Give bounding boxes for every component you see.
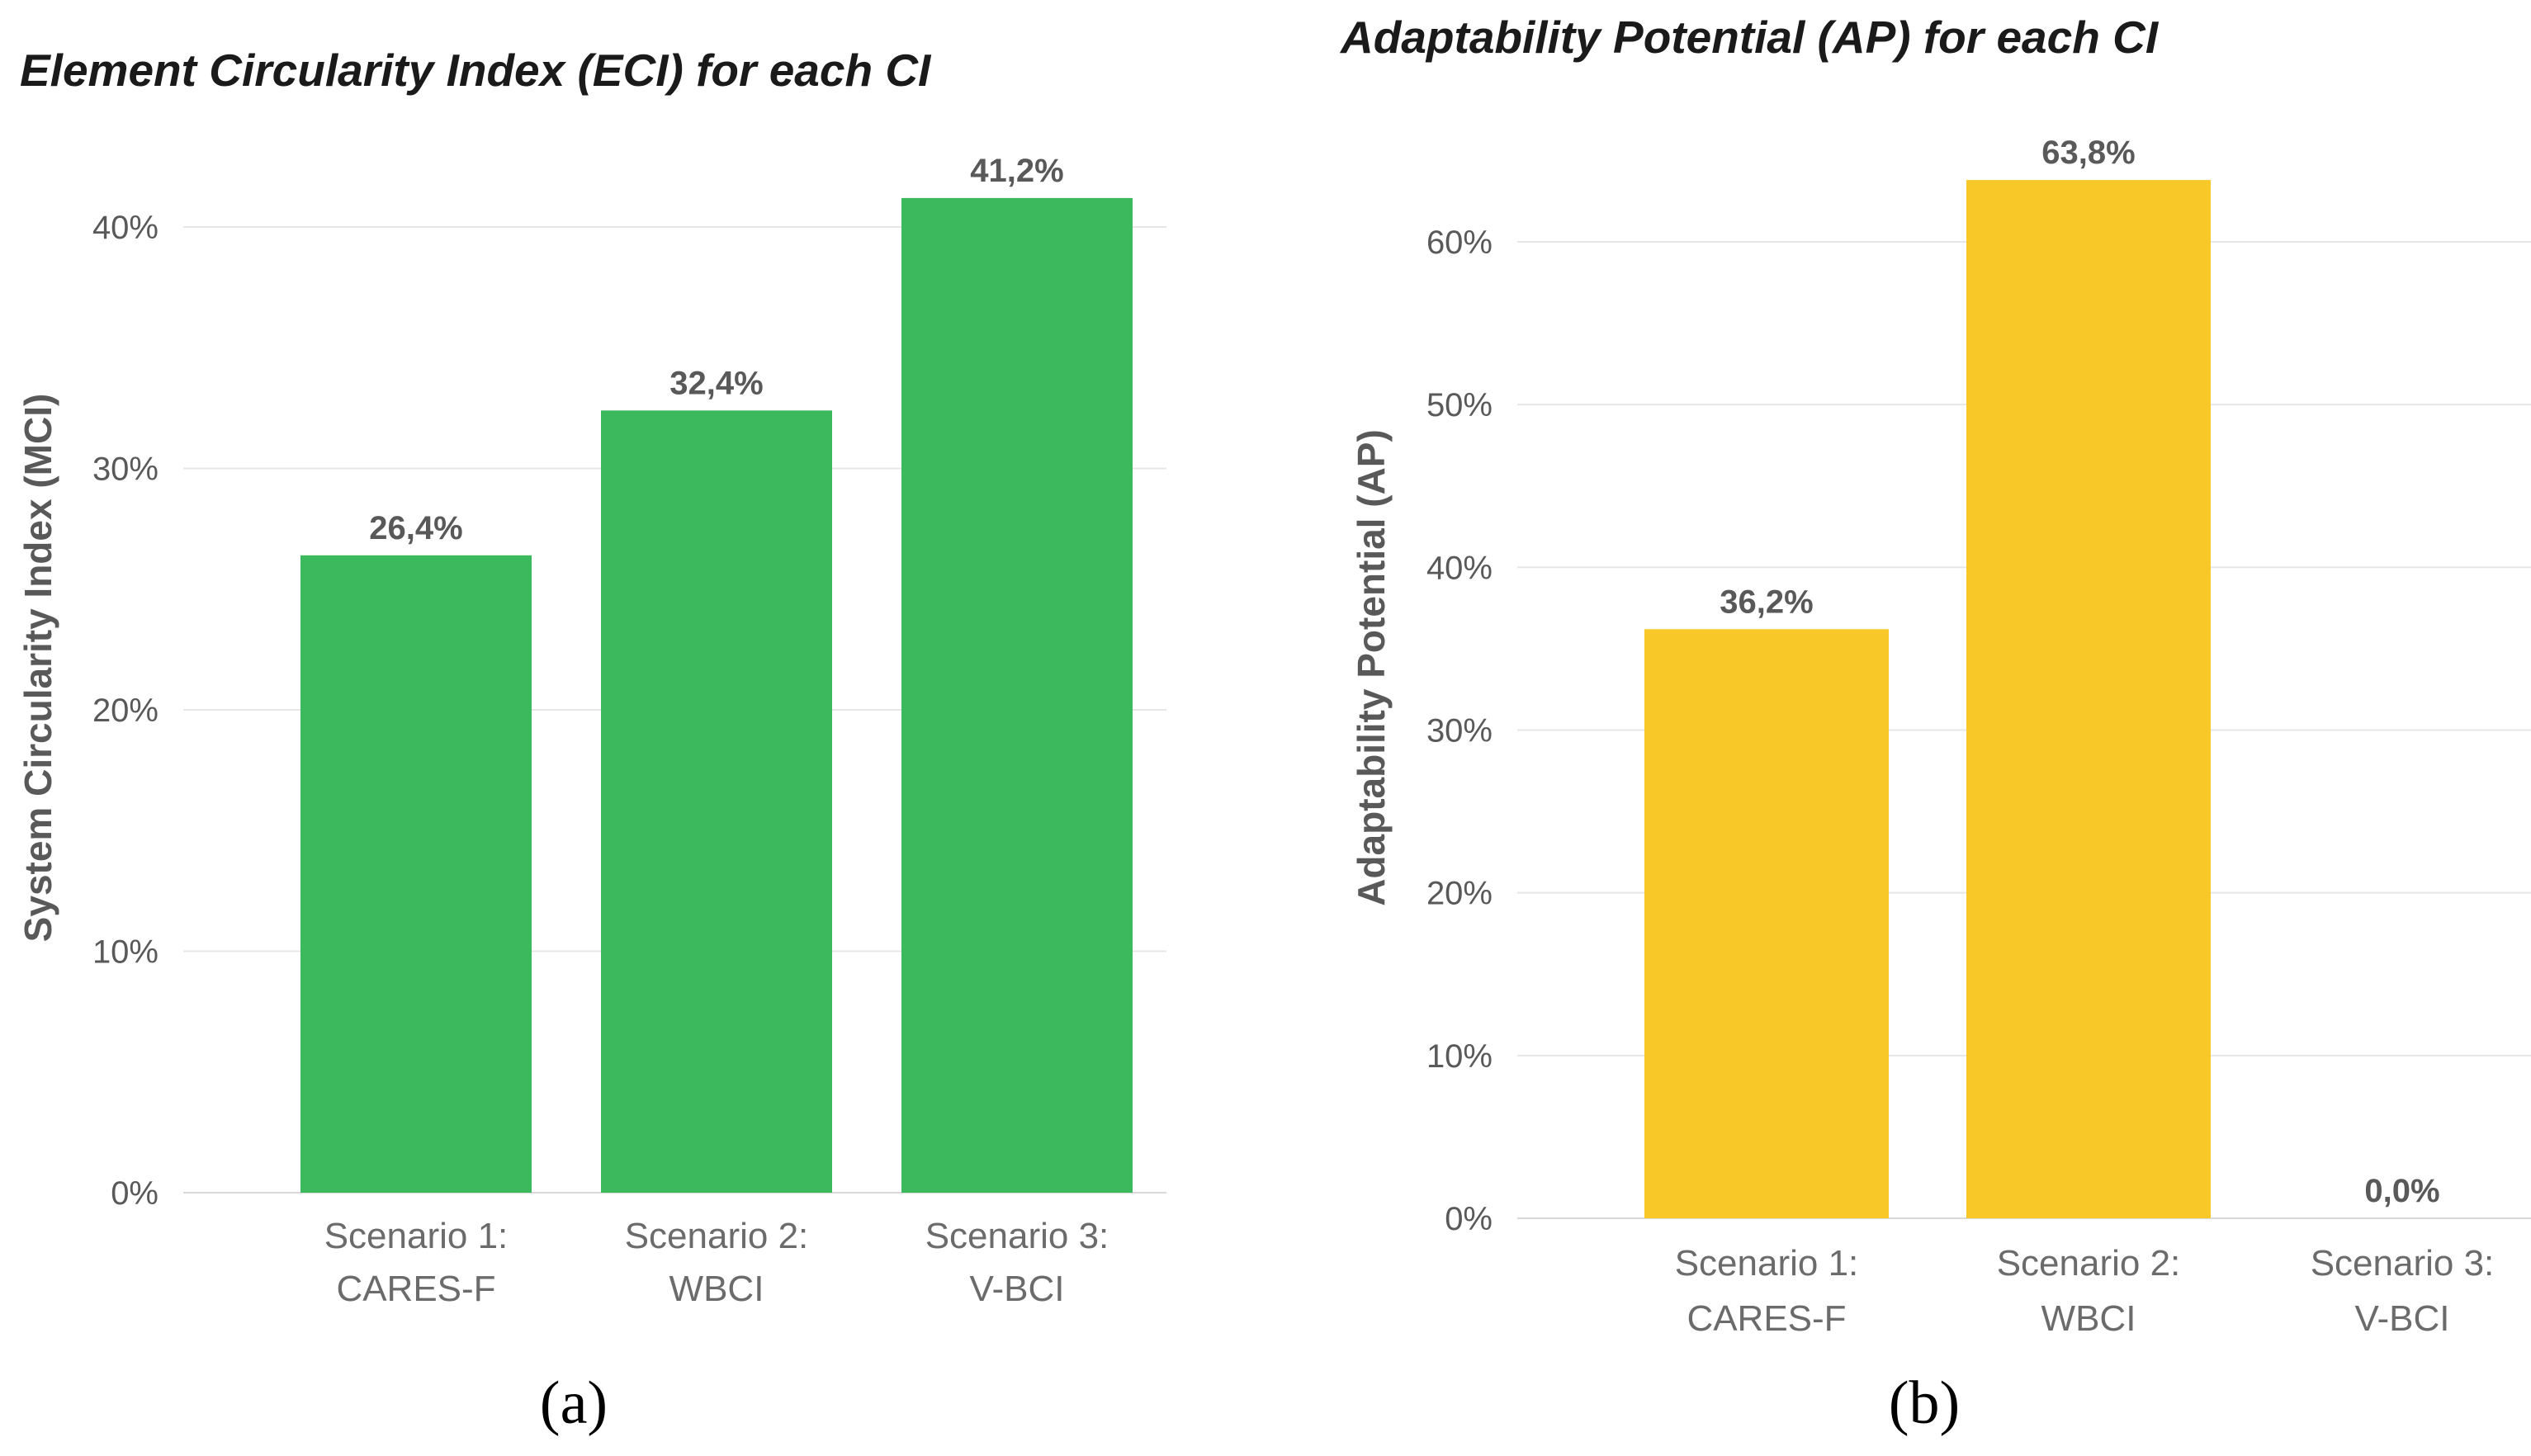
ap-y-tick-label: 30% [1426,713,1493,749]
eci-x-tick-label: Scenario 2: [625,1216,809,1256]
eci-data-label: 26,4% [369,510,462,546]
chart-eci-y-ticks: 0% 10% 20% 30% 40% [92,210,158,1212]
eci-x-tick-label: Scenario 1: [324,1216,509,1256]
chart-ap-bars [1644,180,2211,1218]
eci-x-tick-label: WBCI [669,1269,764,1309]
chart-eci-x-ticks: Scenario 1: CARES-F Scenario 2: WBCI Scenari… [324,1216,1109,1309]
eci-data-label: 32,4% [669,365,763,401]
eci-x-tick-label: V-BCI [970,1269,1065,1309]
ap-x-tick-label: Scenario 3: [2311,1243,2495,1283]
chart-ap-x-ticks: Scenario 1: CARES-F Scenario 2: WBCI Scenari… [1675,1243,2495,1339]
ap-y-tick-label: 60% [1426,225,1493,261]
eci-x-tick-label: CARES-F [336,1269,495,1309]
eci-y-tick-label: 20% [92,693,158,729]
chart-ap-title: Adaptability Potential (AP) for each CI [1339,12,2160,63]
eci-bar [300,555,532,1193]
chart-eci-title: Element Circularity Index (ECI) for each… [20,45,932,96]
chart-ap-y-ticks: 0% 10% 20% 30% 40% 50% 60% [1426,225,1493,1237]
chart-eci-y-axis-label: System Circularity Index (MCI) [17,394,59,943]
chart-eci-bars [300,197,1133,1193]
ap-bar [1966,180,2211,1218]
eci-data-label: 41,2% [970,153,1063,189]
eci-y-tick-label: 30% [92,451,158,488]
ap-x-tick-label: CARES-F [1687,1298,1846,1339]
ap-x-tick-label: Scenario 2: [1997,1243,2181,1283]
chart-ap-data-labels: 36,2% 63,8% 0,0% [1720,135,2439,1209]
chart-eci-data-labels: 26,4% 32,4% 41,2% [369,153,1063,546]
panel-label-b: (b) [1889,1369,1960,1437]
eci-bar [601,410,832,1193]
ap-x-tick-label: V-BCI [2355,1298,2450,1339]
eci-x-tick-label: Scenario 3: [925,1216,1109,1256]
chart-ap-y-axis-label: Adaptability Potential (AP) [1350,429,1393,906]
ap-x-tick-label: Scenario 1: [1675,1243,1859,1283]
ap-y-tick-label: 0% [1445,1201,1493,1237]
ap-x-tick-label: WBCI [2041,1298,2136,1339]
eci-y-tick-label: 10% [92,934,158,971]
eci-bar [901,197,1133,1193]
ap-data-label: 0,0% [2364,1173,2439,1209]
eci-y-tick-label: 40% [92,210,158,246]
eci-y-tick-label: 0% [111,1175,158,1212]
chart-ap: Adaptability Potential (AP) for each CI … [1339,12,2531,1437]
panel-label-a: (a) [540,1369,608,1437]
ap-y-tick-label: 20% [1426,876,1493,912]
ap-data-label: 36,2% [1720,584,1813,620]
ap-y-tick-label: 10% [1426,1038,1493,1075]
ap-y-tick-label: 50% [1426,387,1493,423]
ap-y-tick-label: 40% [1426,550,1493,586]
ap-data-label: 63,8% [2041,135,2135,171]
ap-bar [1644,629,1889,1218]
chart-eci: Element Circularity Index (ECI) for each… [17,45,1166,1437]
